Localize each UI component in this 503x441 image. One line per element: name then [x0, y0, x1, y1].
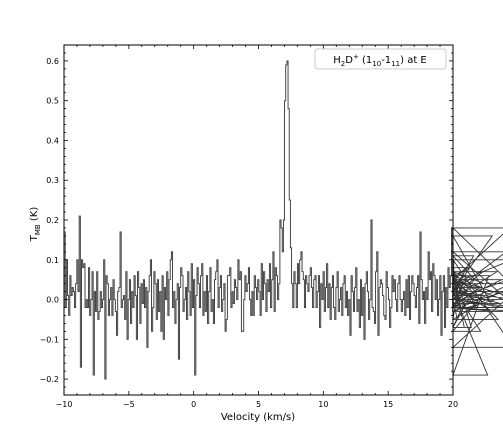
y-axis-label: TMB (K) [29, 207, 42, 243]
x-axis-label: Velocity (km/s) [221, 412, 295, 423]
plot-area [64, 60, 503, 380]
x-tick-label: −10 [56, 400, 73, 409]
y-tick-label: 0.5 [46, 97, 59, 106]
legend-text-part: 11 [391, 60, 400, 68]
legend-text-part: H [333, 55, 341, 66]
plot-frame [63, 44, 454, 396]
legend-text-part: + [353, 53, 359, 61]
y-tick-label: 0.6 [46, 57, 59, 66]
x-tick-label: 10 [318, 400, 328, 409]
legend-text-part: ) at E [400, 55, 427, 66]
y-tick-label: 0.0 [46, 296, 59, 305]
legend: H2D+ (110-111) at E [314, 48, 447, 70]
y-tick-label: 0.4 [46, 136, 59, 145]
y-tick-label: 0.3 [46, 176, 59, 185]
legend-text-part: -1 [381, 55, 391, 66]
y-tick-label: −0.1 [40, 335, 59, 344]
y-tick-label: −0.2 [40, 375, 59, 384]
x-tick-label: 5 [256, 400, 261, 409]
y-axis-ticks: −0.2 −0.1 0.0 0.1 0.2 0.3 0.4 0.5 0.6 [40, 44, 453, 396]
x-axis-ticks: −10 −5 0 5 10 15 20 [56, 45, 458, 409]
y-tick-label: 0.2 [46, 216, 59, 225]
legend-label: H2D+ (110-111) at E [333, 53, 427, 68]
x-tick-label: −5 [123, 400, 135, 409]
legend-box [314, 48, 447, 70]
legend-text-part: 10 [372, 60, 381, 68]
legend-text-part: 2 [341, 60, 345, 68]
legend-text-part: D [345, 55, 353, 66]
x-tick-label: 15 [383, 400, 393, 409]
x-tick-label: 20 [448, 400, 458, 409]
legend-text-part: (1 [359, 55, 372, 66]
x-tick-label: 0 [191, 400, 196, 409]
y-tick-label: 0.1 [46, 256, 59, 265]
spectrum-series-line [64, 60, 503, 380]
